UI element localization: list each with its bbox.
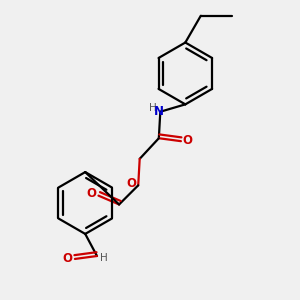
Text: O: O	[63, 252, 73, 265]
Text: H: H	[149, 103, 157, 113]
Text: O: O	[86, 188, 96, 200]
Text: O: O	[127, 177, 137, 190]
Text: O: O	[182, 134, 192, 147]
Text: N: N	[154, 105, 164, 118]
Text: H: H	[100, 254, 107, 263]
